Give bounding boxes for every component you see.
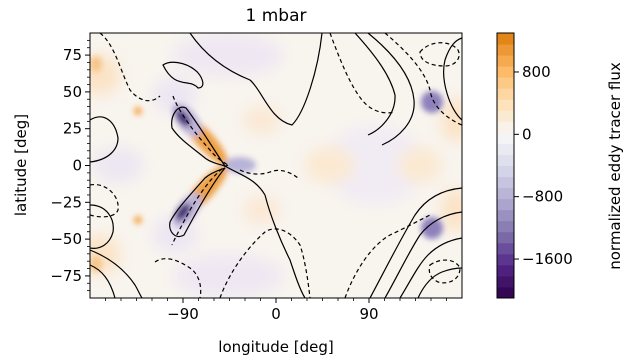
y-tick-label: −25 [50,193,82,211]
contour-solid [189,33,323,126]
colorbar-frame [496,32,515,299]
colorbar-levels [497,33,514,299]
contour-dashed [344,214,431,298]
contour-solid [90,204,114,249]
colorbar: 800 0 −800 −1600 [496,32,573,299]
contour-solid [90,264,116,298]
contour-dashed [219,228,311,298]
contour-dashed [154,258,202,298]
contour-solid [367,33,415,146]
contour-solid [224,165,306,298]
x-tick-label: 0 [271,305,281,323]
colorbar-level [497,44,514,56]
contour-dashed [239,169,299,179]
y-tick-label: 75 [63,46,82,64]
colorbar-ticks: 800 0 −800 −1600 [514,63,573,268]
colorbar-level [497,209,514,222]
colorbar-tick-label: −1600 [522,250,573,268]
contour-dashed [428,259,461,284]
contour-solid [354,33,396,136]
contour-solid [162,61,204,89]
colorbar-level [497,110,514,122]
contour-dashed [419,42,460,67]
y-axis-label: latitude [deg] [12,114,30,216]
contour-dashed [329,33,396,114]
y-tick-label: −50 [50,230,82,248]
colorbar-level [497,275,514,288]
colorbar-level [497,33,514,45]
colorbar-tick-label: −800 [522,188,563,206]
contour-solid [169,167,226,238]
colorbar-level [497,198,514,211]
colorbar-level [497,264,514,277]
y-axis: 75 50 25 0 −25 −50 −75 [50,39,90,292]
colorbar-tick-label: 0 [522,125,532,143]
y-tick-label: 25 [63,120,82,138]
colorbar-level [497,66,514,78]
colorbar-level [497,242,514,255]
contour-solid [399,237,462,298]
contour-solid [443,37,462,121]
contour-dashed [172,95,229,166]
x-tick-label: 90 [359,305,378,323]
chart-title: 1 mbar [246,6,307,26]
colorbar-level [497,121,514,133]
contour-solid [384,211,462,298]
contour-solid [90,116,119,163]
contour-dashed [99,33,161,102]
contour-lines [90,33,462,298]
contour-dashed [171,164,229,246]
colorbar-level [497,253,514,266]
colorbar-level [497,55,514,67]
contour-dashed [90,183,119,218]
colorbar-level [497,286,514,299]
heatmap-field [90,33,462,298]
colorbar-level [497,165,514,178]
colorbar-level [497,143,514,155]
contour-solid [417,267,462,298]
colorbar-level [497,187,514,200]
y-tick-label: −75 [50,267,82,285]
colorbar-level [497,77,514,89]
x-axis: −90 0 90 [105,298,447,323]
contour-dashed [384,33,462,126]
shading-layer [90,33,462,298]
contour-solid [90,249,143,298]
colorbar-level [497,154,514,166]
contour-solid [171,106,227,168]
colorbar-label: normalized eddy tracer flux [606,62,624,270]
x-axis-label: longitude [deg] [218,338,333,356]
colorbar-level [497,132,514,144]
colorbar-level [497,231,514,244]
y-tick-label: 50 [63,83,82,101]
colorbar-tick-label: 800 [522,63,551,81]
x-tick-label: −90 [167,305,199,323]
colorbar-level [497,176,514,189]
colorbar-level [497,99,514,111]
y-tick-label: 0 [72,157,82,175]
plot-area [89,32,463,299]
contour-solid [369,187,462,298]
colorbar-level [497,220,514,233]
colorbar-level [497,88,514,100]
